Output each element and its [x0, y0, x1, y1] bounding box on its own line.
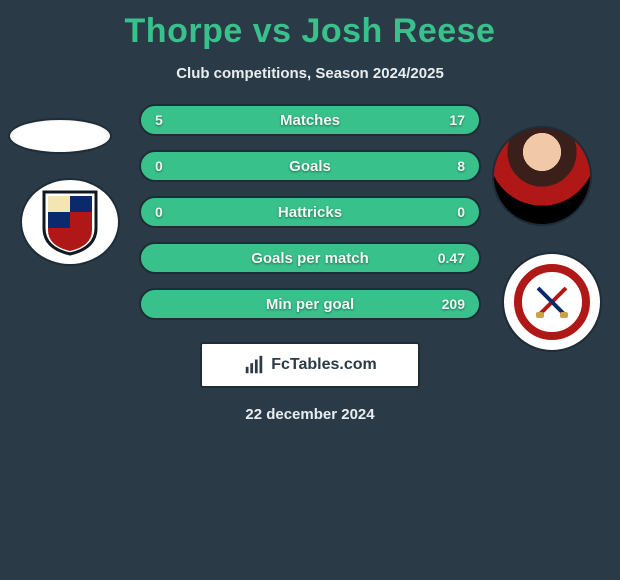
brand-badge[interactable]: FcTables.com: [200, 342, 420, 388]
page-title: Thorpe vs Josh Reese: [0, 0, 620, 51]
player-left-avatar-placeholder: [8, 118, 112, 154]
bar-chart-icon: [243, 354, 265, 376]
stat-label: Matches: [141, 112, 479, 129]
club-right-crest: [502, 252, 602, 352]
stat-row: 0 Hattricks 0: [139, 196, 481, 228]
shield-icon: [40, 188, 100, 256]
stat-label: Min per goal: [141, 296, 479, 313]
stat-row: Goals per match 0.47: [139, 242, 481, 274]
stat-right-value: 0: [457, 204, 465, 220]
stat-left-value: 5: [155, 112, 163, 128]
stat-left-value: 0: [155, 158, 163, 174]
stat-row: 5 Matches 17: [139, 104, 481, 136]
stat-row: Min per goal 209: [139, 288, 481, 320]
stat-label: Goals per match: [141, 250, 479, 267]
brand-label: FcTables.com: [271, 356, 377, 374]
date-label: 22 december 2024: [0, 406, 620, 423]
stat-label: Hattricks: [141, 204, 479, 221]
player-right-avatar: [492, 126, 592, 226]
stat-label: Goals: [141, 158, 479, 175]
stat-right-value: 17: [449, 112, 465, 128]
ring-badge-icon: [510, 260, 594, 344]
stat-left-value: 0: [155, 204, 163, 220]
stat-row: 0 Goals 8: [139, 150, 481, 182]
club-left-crest: [20, 178, 120, 266]
subtitle: Club competitions, Season 2024/2025: [0, 65, 620, 82]
stat-right-value: 0.47: [438, 250, 465, 266]
stat-right-value: 8: [457, 158, 465, 174]
stat-right-value: 209: [442, 296, 465, 312]
